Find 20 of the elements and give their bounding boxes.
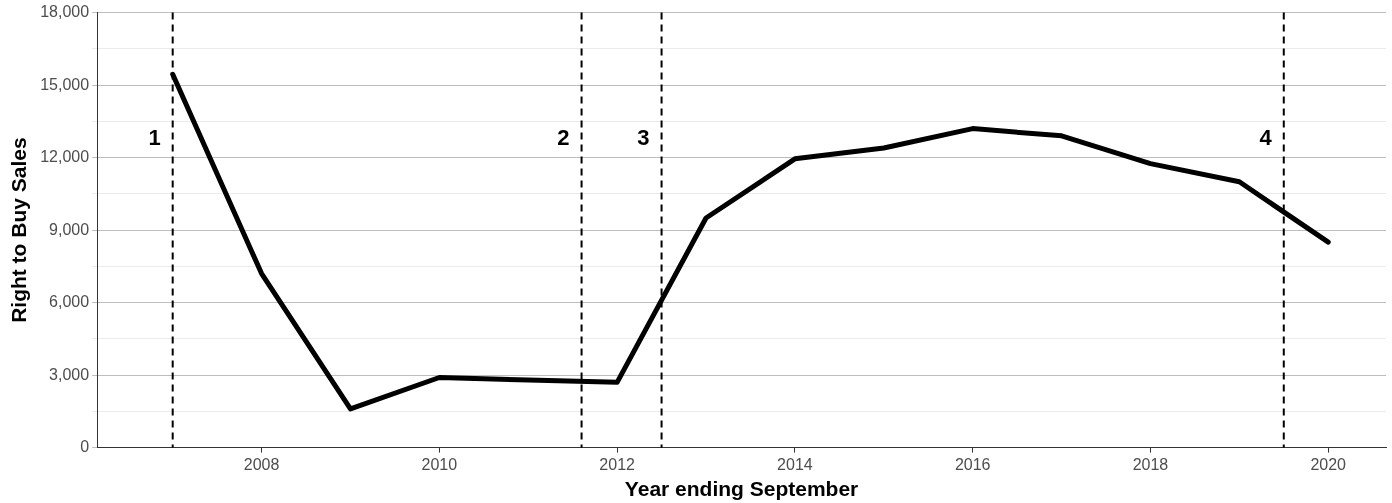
annotation: 2	[557, 124, 570, 150]
y-tick-label: 15,000	[40, 75, 90, 93]
x-tick-label: 2008	[243, 455, 280, 473]
y-tick-label: 3,000	[49, 365, 90, 383]
annotation: 4	[1259, 124, 1273, 150]
annotation: 3	[637, 124, 650, 150]
y-tick-label: 0	[80, 438, 90, 456]
y-tick-label: 12,000	[40, 148, 90, 166]
x-tick-label: 2014	[777, 455, 813, 473]
x-tick-label: 2018	[1132, 455, 1169, 473]
y-tick-label: 9,000	[49, 220, 90, 238]
annotation: 1	[148, 124, 161, 150]
y-tick-label: 6,000	[49, 293, 90, 311]
x-tick-label: 2010	[421, 455, 458, 473]
x-tick-label: 2012	[599, 455, 636, 473]
x-tick-label: 2016	[954, 455, 991, 473]
x-tick-label: 2020	[1310, 455, 1347, 473]
y-axis-title: Right to Buy Sales	[7, 137, 31, 323]
y-tick-label: 18,000	[40, 3, 90, 21]
x-axis-title: Year ending September	[624, 477, 859, 501]
